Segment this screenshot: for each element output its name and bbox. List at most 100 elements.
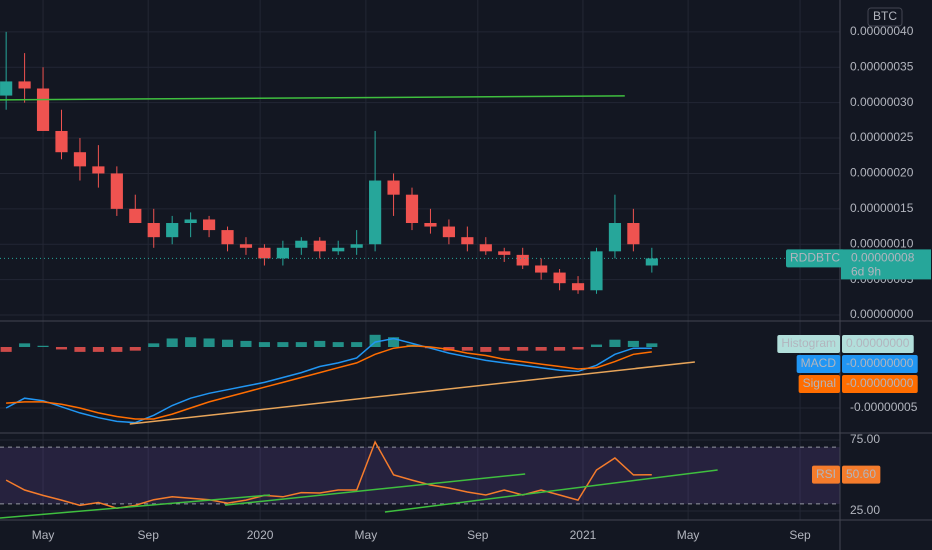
histogram-bar xyxy=(461,347,473,351)
x-tick-label: Sep xyxy=(789,528,811,542)
histogram-bar xyxy=(148,343,160,347)
x-tick-label: Sep xyxy=(138,528,160,542)
histogram-bar xyxy=(369,334,381,347)
histogram-bar xyxy=(185,337,197,347)
legend-name: Histogram xyxy=(781,336,836,350)
histogram-bar xyxy=(590,344,603,347)
legend-value-bg xyxy=(842,375,918,393)
legend-value-bg xyxy=(842,465,881,484)
y-tick-label: 0.00000015 xyxy=(850,201,914,215)
trend-line xyxy=(384,469,718,513)
histogram-bar xyxy=(55,347,68,350)
histogram-bar xyxy=(258,342,270,347)
candle-body xyxy=(18,81,31,89)
legend-value: 0.00000000 xyxy=(846,336,910,350)
axes: May Sep 2020 May Sep 2021 May Sep 0.00000000 0.00… xyxy=(0,24,931,542)
y-tick-label: 0.00000000 xyxy=(850,307,914,321)
trend-line xyxy=(0,494,271,519)
candle-body xyxy=(332,247,345,252)
candle-body xyxy=(553,272,566,284)
y-tick-label: -0.00000005 xyxy=(850,400,918,414)
candle-body xyxy=(258,247,271,259)
candle-body xyxy=(221,230,234,245)
candle-body xyxy=(166,223,179,238)
macd-line xyxy=(5,337,652,424)
histogram-bar xyxy=(240,340,252,347)
trend-line xyxy=(129,361,695,425)
histogram-bar xyxy=(0,347,12,352)
y-tick-label: 0.00000020 xyxy=(850,166,914,180)
candle-body xyxy=(479,244,492,252)
symbol-badge: RDDBTC xyxy=(790,251,840,265)
histogram-bar xyxy=(480,347,492,352)
rsi-line xyxy=(5,440,652,509)
candle-body xyxy=(239,244,253,248)
symbol-badge-bg xyxy=(786,249,845,268)
histogram-bar xyxy=(74,347,86,352)
plot xyxy=(0,31,718,519)
histogram-bar xyxy=(19,343,31,347)
legend-name-bg xyxy=(777,335,840,353)
candle-body xyxy=(535,265,548,273)
currency-box xyxy=(867,7,903,27)
y-tick-label: 0.00000010 xyxy=(850,236,914,250)
candle-body xyxy=(608,223,622,252)
candle-body xyxy=(73,152,87,167)
legend-name: RSI xyxy=(816,467,836,481)
candle-body xyxy=(92,166,105,174)
candle-body xyxy=(350,244,363,248)
grid xyxy=(0,0,840,520)
histogram-bar xyxy=(203,338,215,347)
x-tick-label: May xyxy=(355,528,378,542)
y-tick-label: 0.00000030 xyxy=(850,95,914,109)
y-tick-label: 75.00 xyxy=(850,432,880,446)
candle-body xyxy=(405,194,419,224)
histogram-bar xyxy=(351,342,363,347)
candle-body xyxy=(313,240,326,252)
histogram-bar xyxy=(554,347,566,351)
candle-body xyxy=(184,219,197,224)
candle-body xyxy=(276,247,289,259)
candle-body xyxy=(129,208,142,224)
candle-body xyxy=(110,173,123,209)
candle-body xyxy=(147,223,160,238)
candle-body xyxy=(387,180,400,195)
candle-body xyxy=(369,180,382,245)
macd-line xyxy=(6,345,652,420)
trend-line xyxy=(224,473,526,506)
legend-name-bg xyxy=(798,375,840,393)
histogram-bar xyxy=(609,339,621,347)
candle-body xyxy=(55,130,68,153)
histogram-bar xyxy=(627,340,639,347)
histogram-bar xyxy=(517,347,529,351)
candle-body xyxy=(627,223,640,245)
histogram-bar xyxy=(535,347,547,351)
legend-value: -0.00000000 xyxy=(846,376,914,390)
candle-body xyxy=(571,283,585,291)
y-tick-label: 0.00000025 xyxy=(850,130,914,144)
candle-body xyxy=(295,240,308,248)
candle-body xyxy=(424,223,437,227)
candle-body xyxy=(202,219,216,231)
candle-body xyxy=(36,88,50,131)
histogram-bar xyxy=(37,345,49,347)
legend-value: -0.00000000 xyxy=(846,356,914,370)
histogram-bar xyxy=(166,338,178,347)
legend-name-bg xyxy=(811,465,840,484)
rsi-band xyxy=(0,447,840,504)
y-tick-label: 25.00 xyxy=(850,503,880,517)
x-tick-label: 2021 xyxy=(570,528,597,542)
histogram-bar xyxy=(92,347,104,352)
histogram-bar xyxy=(572,347,584,350)
legend-value-bg xyxy=(842,335,914,353)
x-tick-label: May xyxy=(677,528,700,542)
legend-value: 50.60 xyxy=(846,467,876,481)
last-price: 0.00000008 xyxy=(851,251,915,265)
histogram-bar xyxy=(111,347,123,352)
candle-body xyxy=(461,237,474,245)
legend-name: Signal xyxy=(803,376,836,390)
candle-body xyxy=(0,81,13,96)
